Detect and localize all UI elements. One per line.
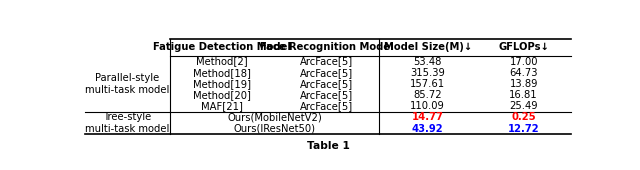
Text: ArcFace[5]: ArcFace[5] xyxy=(300,68,353,78)
Text: 64.73: 64.73 xyxy=(509,68,538,78)
Text: 17.00: 17.00 xyxy=(509,56,538,66)
Text: 16.81: 16.81 xyxy=(509,90,538,100)
Text: Method[19]: Method[19] xyxy=(193,79,252,89)
Text: ArcFace[5]: ArcFace[5] xyxy=(300,79,353,89)
Text: 85.72: 85.72 xyxy=(413,90,442,100)
Text: ArcFace[5]: ArcFace[5] xyxy=(300,56,353,66)
Text: Ours(IResNet50): Ours(IResNet50) xyxy=(234,124,316,134)
Text: Tree-style
multi-task model: Tree-style multi-task model xyxy=(85,112,170,134)
Text: Method[18]: Method[18] xyxy=(193,68,252,78)
Text: 14.77: 14.77 xyxy=(412,113,444,123)
Text: GFLOPs↓: GFLOPs↓ xyxy=(498,42,549,52)
Text: Parallel-style
multi-task model: Parallel-style multi-task model xyxy=(85,73,170,95)
Text: 43.92: 43.92 xyxy=(412,124,444,134)
Text: ArcFace[5]: ArcFace[5] xyxy=(300,101,353,111)
Text: Method[2]: Method[2] xyxy=(196,56,248,66)
Text: 0.25: 0.25 xyxy=(511,113,536,123)
Text: 12.72: 12.72 xyxy=(508,124,540,134)
Text: Face Recognition Model: Face Recognition Model xyxy=(260,42,394,52)
Text: 157.61: 157.61 xyxy=(410,79,445,89)
Text: Table 1: Table 1 xyxy=(307,141,349,151)
Text: 110.09: 110.09 xyxy=(410,101,445,111)
Text: 13.89: 13.89 xyxy=(509,79,538,89)
Text: MAF[21]: MAF[21] xyxy=(202,101,243,111)
Text: 315.39: 315.39 xyxy=(410,68,445,78)
Text: Model Size(M)↓: Model Size(M)↓ xyxy=(383,42,472,52)
Text: Ours(MobileNetV2): Ours(MobileNetV2) xyxy=(227,113,322,123)
Text: Method[20]: Method[20] xyxy=(193,90,252,100)
Text: 53.48: 53.48 xyxy=(413,56,442,66)
Text: Fatigue Detection Model: Fatigue Detection Model xyxy=(154,42,291,52)
Text: ArcFace[5]: ArcFace[5] xyxy=(300,90,353,100)
Text: 25.49: 25.49 xyxy=(509,101,538,111)
